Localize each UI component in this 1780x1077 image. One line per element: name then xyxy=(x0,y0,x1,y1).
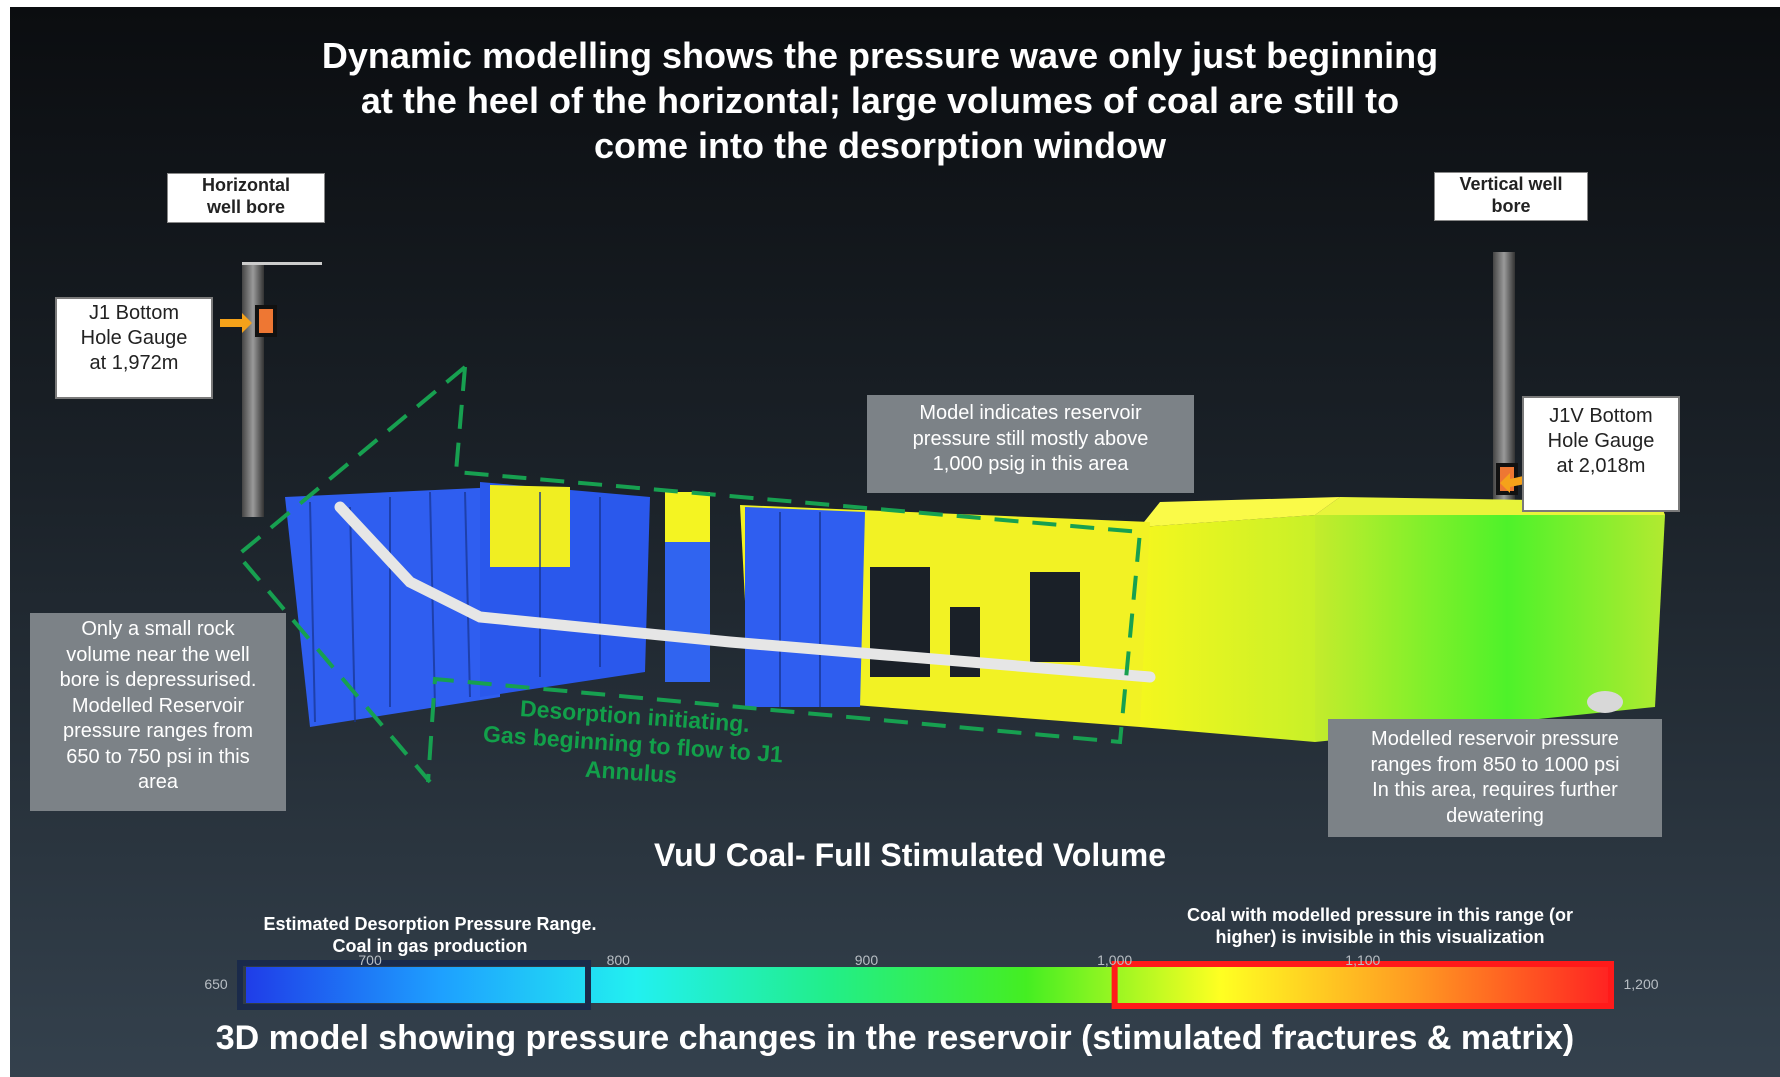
desorption-outline-left xyxy=(235,365,467,784)
j1v-gauge-label: J1V Bottom Hole Gauge at 2,018m xyxy=(1522,396,1680,512)
vertical-well-label: Vertical well bore xyxy=(1434,172,1588,221)
vertical-well-pipe xyxy=(1493,252,1515,527)
tick-label: 1,100 xyxy=(1345,952,1381,968)
tick-label: 900 xyxy=(854,952,879,968)
tick-label: 1,000 xyxy=(1097,952,1133,968)
tick-label: 1,200 xyxy=(1623,976,1659,992)
horizontal-well-pipe xyxy=(242,262,264,517)
model-subtitle: VuU Coal- Full Stimulated Volume xyxy=(653,837,1167,873)
tick-label: 800 xyxy=(606,952,630,968)
desorption-range-box xyxy=(237,960,592,1010)
small-rock-note: Only a small rock volume near the well b… xyxy=(30,613,286,811)
blue-fractures-right xyxy=(745,507,865,707)
reservoir-3d-model xyxy=(220,252,1665,1010)
slide-title: Dynamic modelling shows the pressure wav… xyxy=(321,35,1439,166)
horizontal-well-label: Horizontal well bore xyxy=(167,173,325,223)
invisible-range-label: Coal with modelled pressure in this rang… xyxy=(1186,905,1574,947)
horizontal-well-lateral xyxy=(334,501,1156,683)
tick-label: 650 xyxy=(204,976,228,992)
desorption-range-label: Estimated Desorption Pressure Range. Coa… xyxy=(263,914,597,956)
green-block-front xyxy=(1315,515,1665,742)
color-bar-gradient xyxy=(246,967,1611,1003)
j1-gauge-marker xyxy=(255,305,277,337)
pressure-color-bar xyxy=(237,960,1614,1010)
yellow-block-front xyxy=(1140,515,1315,742)
j1-arrow-icon xyxy=(220,313,252,333)
model-indicates-note: Model indicates reservoir pressure still… xyxy=(867,395,1194,493)
tick-label: 700 xyxy=(358,952,382,968)
slide: Dynamic modelling shows the pressure wav… xyxy=(10,7,1780,1077)
cylinder-marker xyxy=(1587,691,1623,713)
modelled-pressure-note: Modelled reservoir pressure ranges from … xyxy=(1328,719,1662,837)
invisible-range-box xyxy=(1111,961,1614,1009)
desorption-outline xyxy=(426,366,1143,783)
blue-fractures-left xyxy=(285,487,500,727)
j1-gauge-label: J1 Bottom Hole Gauge at 1,972m xyxy=(55,297,213,399)
bottom-caption: 3D model showing pressure changes in the… xyxy=(215,1019,1575,1057)
